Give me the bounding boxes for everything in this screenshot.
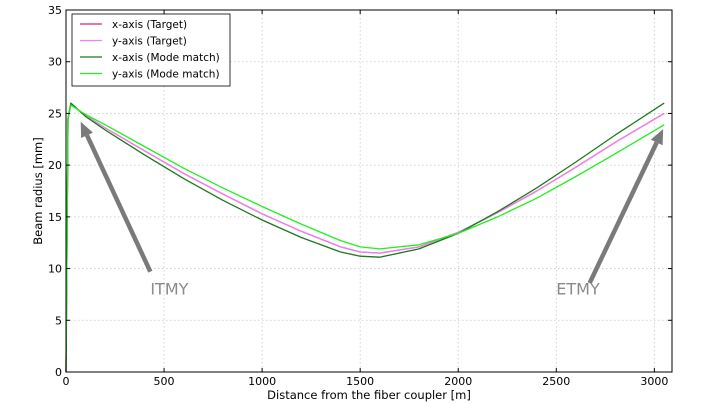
x-tick-label: 2000: [444, 375, 472, 388]
y-axis-label: Beam radius [mm]: [31, 137, 45, 244]
x-axis-label: Distance from the fiber coupler [m]: [267, 388, 471, 402]
annotation-label: ITMY: [150, 279, 188, 298]
series-line: [65, 103, 665, 373]
x-tick-label: 0: [63, 375, 70, 388]
x-tick-label: 500: [154, 375, 175, 388]
y-tick-label: 10: [48, 263, 62, 276]
annotations: ITMY ETMY: [80, 121, 664, 298]
axis-ticks: 0 500 1000 1500 2000 2500 3000 0 5 10 15 20 25 30 35: [48, 4, 672, 388]
annotation-arrow-shaft: [587, 141, 659, 285]
x-tick-label: 2500: [542, 375, 570, 388]
y-tick-label: 0: [55, 366, 62, 379]
y-tick-label: 20: [48, 159, 62, 172]
y-tick-label: 15: [48, 211, 62, 224]
series-line: [65, 102, 665, 373]
series-line: [65, 104, 665, 373]
x-tick-label: 1000: [248, 375, 276, 388]
annotation-label: ETMY: [556, 279, 600, 298]
y-tick-label: 5: [55, 314, 62, 327]
legend-label: y-axis (Target): [112, 36, 187, 48]
series-line: [65, 103, 665, 373]
y-tick-label: 35: [48, 4, 62, 17]
annotation-arrow-shaft: [84, 134, 153, 273]
legend-items: x-axis (Target) y-axis (Target) x-axis (Mo…: [80, 19, 220, 81]
annotation-arrow-head: [80, 121, 93, 139]
x-tick-label: 1500: [346, 375, 374, 388]
plot-frame: [65, 9, 673, 373]
legend-label: x-axis (Target): [112, 19, 187, 31]
y-tick-label: 30: [48, 56, 62, 69]
y-tick-label: 25: [48, 107, 62, 120]
x-tick-label: 3000: [640, 375, 668, 388]
annotation-arrow-head: [650, 128, 664, 146]
series-layer: [65, 102, 665, 373]
legend-label: x-axis (Mode match): [112, 52, 220, 64]
legend-label: y-axis (Mode match): [112, 69, 220, 81]
legend: x-axis (Target) y-axis (Target) x-axis (Mo…: [71, 13, 231, 87]
